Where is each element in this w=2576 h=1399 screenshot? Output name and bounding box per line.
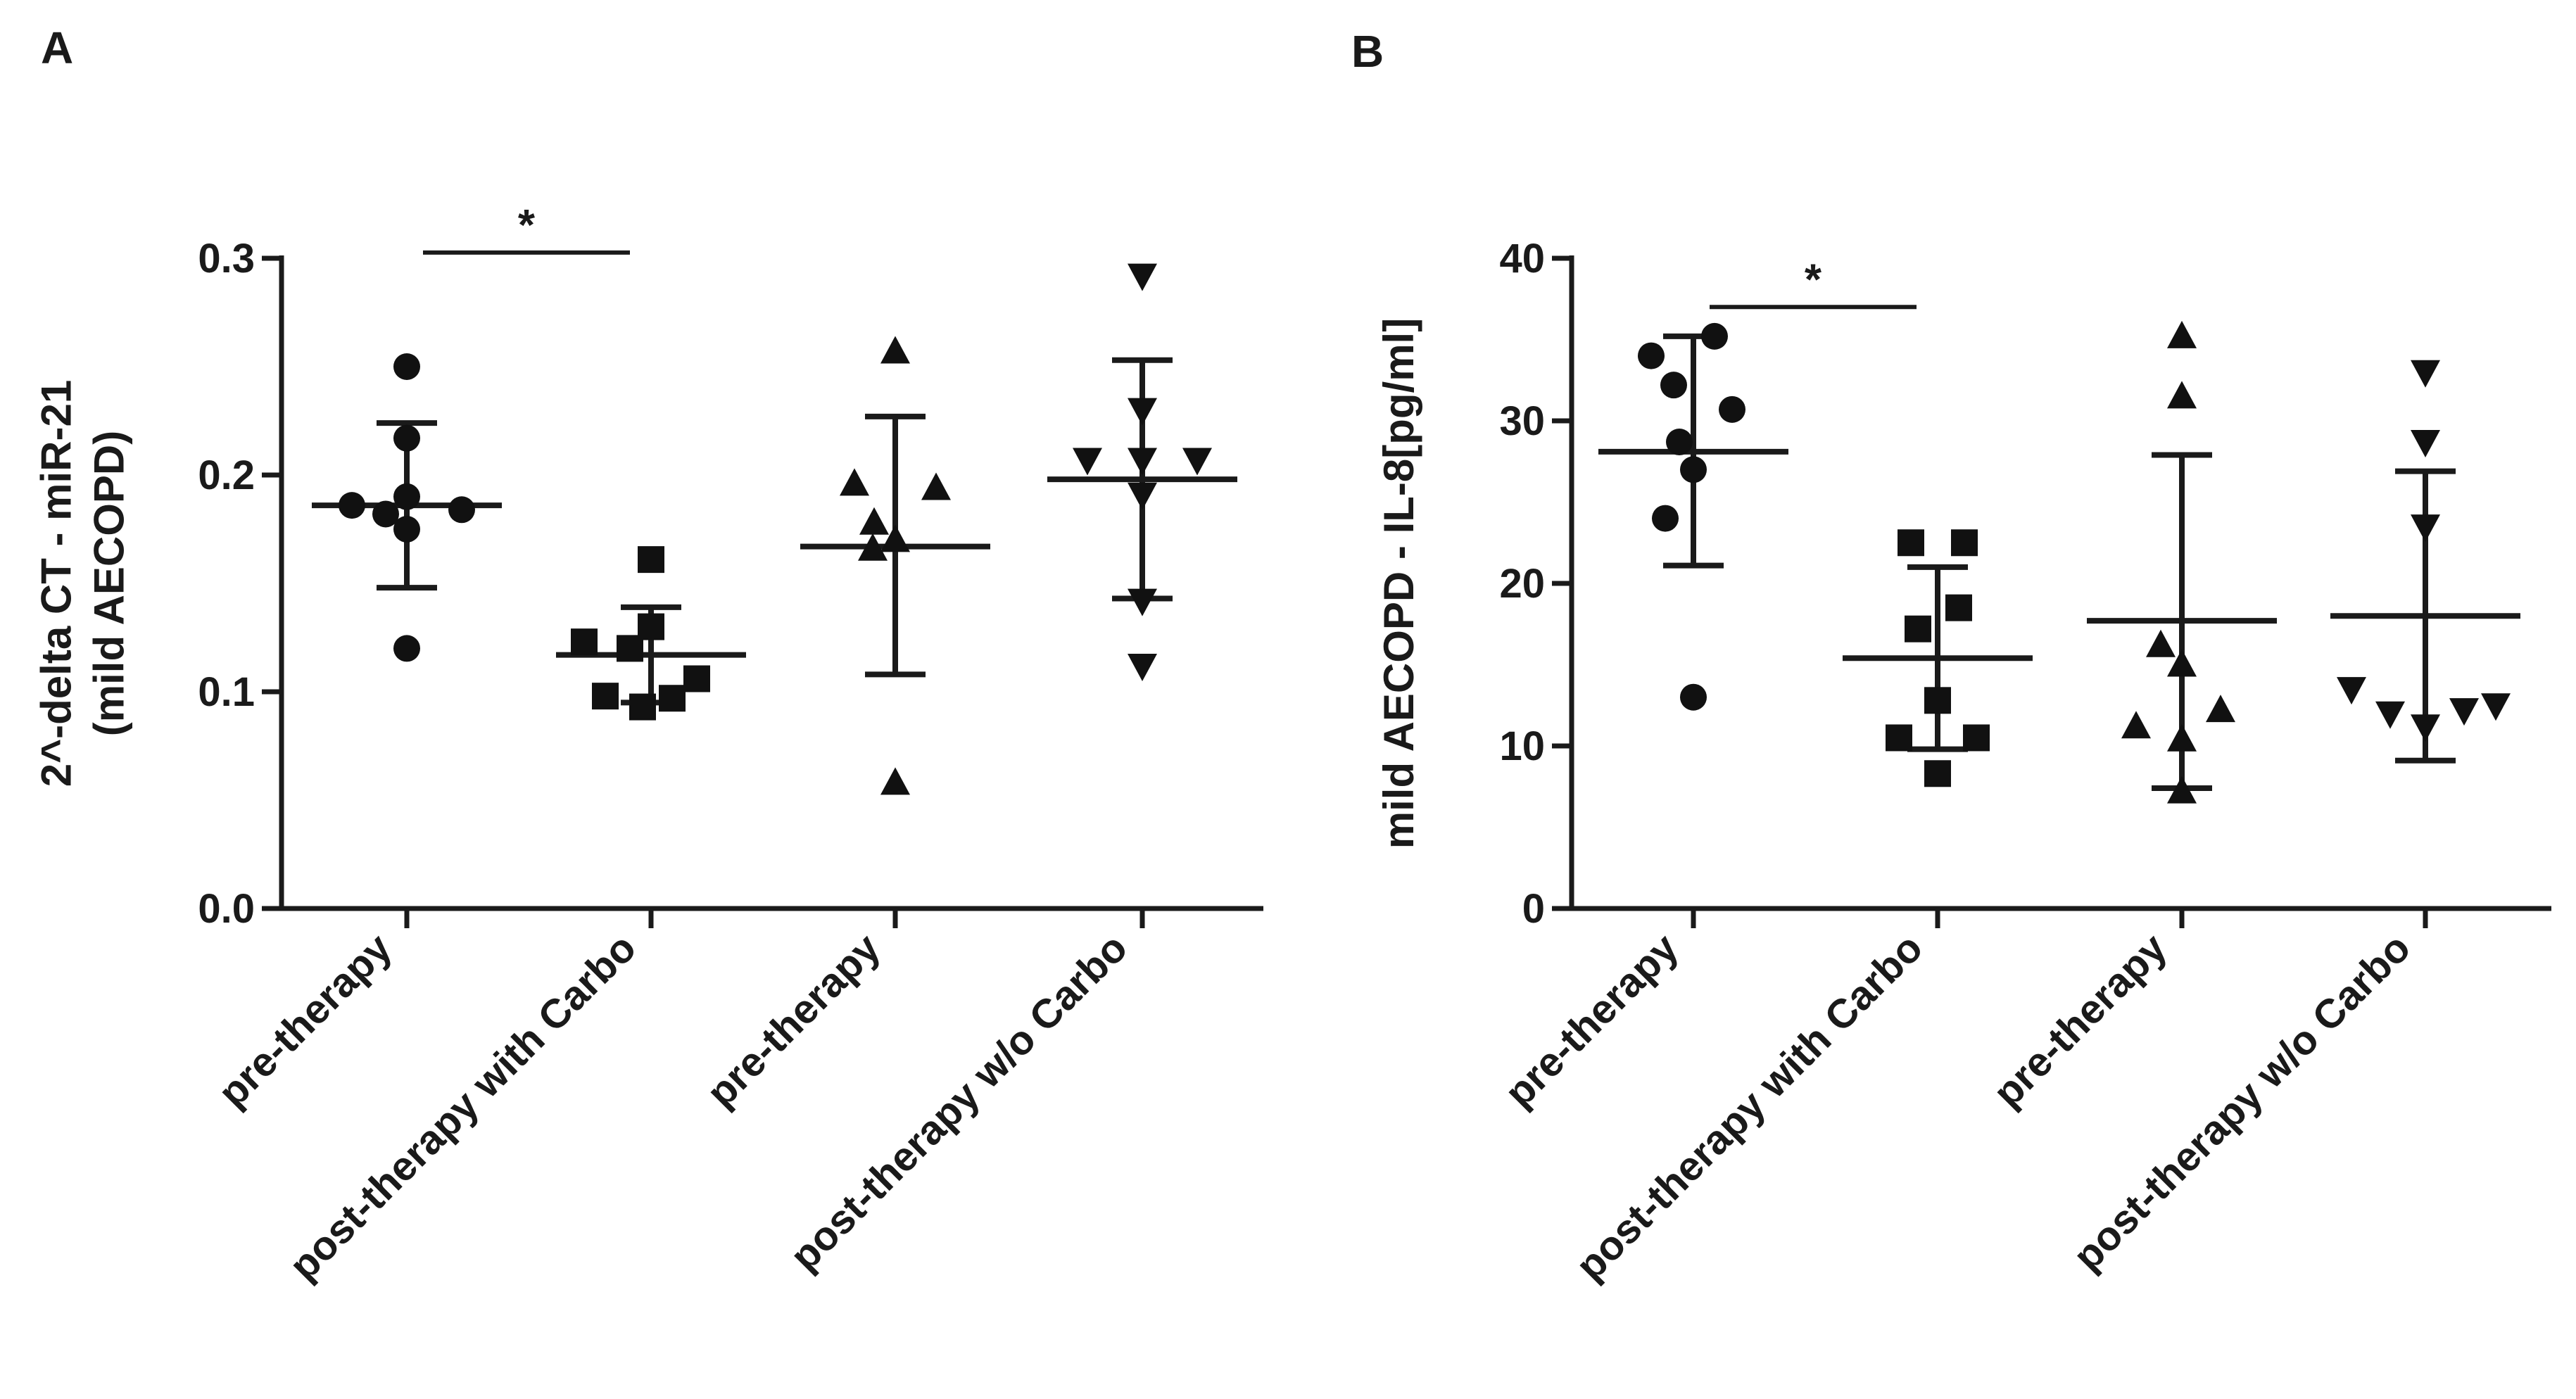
panel-a-data-point: [859, 507, 889, 535]
panel-b-letter: B: [1351, 26, 1384, 77]
panel-a-y-tick-label: 0.2: [198, 452, 255, 498]
panel-a-data-point: [1073, 448, 1102, 476]
panel-b-data-point: [1719, 395, 1745, 423]
panel-b-y-tick-label: 10: [1499, 723, 1545, 769]
panel-a-y-tick-label: 0.1: [198, 669, 255, 715]
panel-b-data-point: [1666, 429, 1693, 456]
panel-b-data-point: [1680, 456, 1707, 483]
panel-a-data-point: [393, 516, 420, 543]
panel-b-data-point: [1924, 687, 1951, 714]
panel-b-data-point: [2167, 776, 2197, 804]
panel-b-data-point: [2167, 320, 2197, 348]
panel-a-data-point: [592, 683, 619, 710]
panel-b-data-point: [1905, 615, 1931, 642]
panel-a-data-point: [1128, 588, 1157, 616]
panel-a-data-point: [1182, 448, 1212, 476]
panel-a-data-point: [393, 483, 420, 510]
panel-a-category-label: pre-therapy: [698, 925, 890, 1116]
panel-a-data-point: [638, 546, 664, 574]
panel-a-data-point: [448, 496, 475, 524]
panel-a-y-axis-title: 2^-delta CT - miR-21: [33, 380, 80, 787]
panel-b-data-point: [1924, 760, 1951, 787]
panel-b-data-point: [2121, 711, 2151, 739]
panel-a-y-tick-label: 0.3: [198, 236, 255, 281]
panel-b-data-point: [2411, 430, 2440, 458]
panel-b-data-point: [2449, 698, 2479, 726]
panel-b-data-point: [2167, 649, 2197, 677]
panel-a-data-point: [372, 500, 399, 528]
panel-b-data-point: [1660, 372, 1687, 399]
panel-b-y-tick-label: 0: [1522, 886, 1545, 932]
panel-a-data-point: [393, 635, 420, 662]
panel-b-data-point: [2167, 381, 2197, 409]
panel-a-data-point: [921, 472, 951, 500]
panel-b-data-point: [1652, 505, 1679, 532]
panel-b-y-tick-label: 20: [1499, 561, 1545, 607]
panel-b-y-tick-label: 30: [1499, 398, 1545, 444]
panel-a-data-point: [629, 693, 656, 721]
panel-a-data-point: [858, 533, 888, 561]
panel-b-data-point: [1701, 322, 1728, 350]
panel-b-data-point: [1898, 529, 1924, 557]
panel-a-data-point: [840, 468, 869, 496]
panel-a-data-point: [393, 353, 420, 380]
panel-b-significance-label: *: [1805, 255, 1822, 304]
panel-a-letter: A: [41, 23, 73, 73]
panel-b-data-point: [1963, 724, 1990, 752]
panel-b-data-point: [2411, 360, 2440, 388]
panel-b-y-tick-label: 40: [1499, 236, 1545, 281]
panel-b-data-point: [1951, 529, 1978, 557]
panel-a-data-point: [659, 685, 686, 712]
panel-a-data-point: [393, 424, 420, 452]
panel-b-data-point: [2411, 714, 2440, 742]
panel-a-data-point: [683, 665, 710, 692]
panel-a-data-point: [880, 524, 910, 552]
panel-b-data-point: [1638, 342, 1665, 369]
panel-b-y-axis-title: mild AECOPD - IL-8[pg/ml]: [1375, 318, 1422, 849]
panel-a-data-point: [617, 635, 643, 662]
panel-a-data-point: [571, 628, 598, 656]
panel-b-category-label: pre-therapy: [1496, 925, 1688, 1116]
panel-a-data-point: [1128, 263, 1157, 291]
panel-b-data-point: [2337, 677, 2366, 705]
panel-b-data-point: [1945, 594, 1972, 621]
panel-b-data-point: [2167, 723, 2197, 752]
panel-b-data-point: [2206, 695, 2235, 723]
panel-a-data-point: [1128, 482, 1157, 510]
panel-b-data-point: [2481, 693, 2511, 721]
panel-a-data-point: [339, 492, 365, 519]
panel-b-data-point: [2146, 629, 2176, 657]
panel-a-significance-label: *: [518, 201, 536, 250]
panel-a-data-point: [880, 336, 910, 364]
panel-a-y-tick-label: 0.0: [198, 886, 255, 932]
panel-b-data-point: [2375, 701, 2405, 729]
panel-a-y-axis-title: (mild AECOPD): [86, 431, 133, 736]
panel-a-data-point: [1128, 654, 1157, 682]
panel-a-category-label: pre-therapy: [210, 925, 401, 1116]
panel-a-data-point: [880, 767, 910, 795]
panel-b-category-label: pre-therapy: [1985, 925, 2176, 1116]
panel-b-data-point: [2411, 514, 2440, 543]
panel-a-data-point: [1128, 398, 1157, 426]
panel-b-data-point: [1886, 724, 1912, 752]
panel-b-data-point: [1680, 683, 1707, 711]
panel-a-data-point: [1128, 448, 1157, 476]
